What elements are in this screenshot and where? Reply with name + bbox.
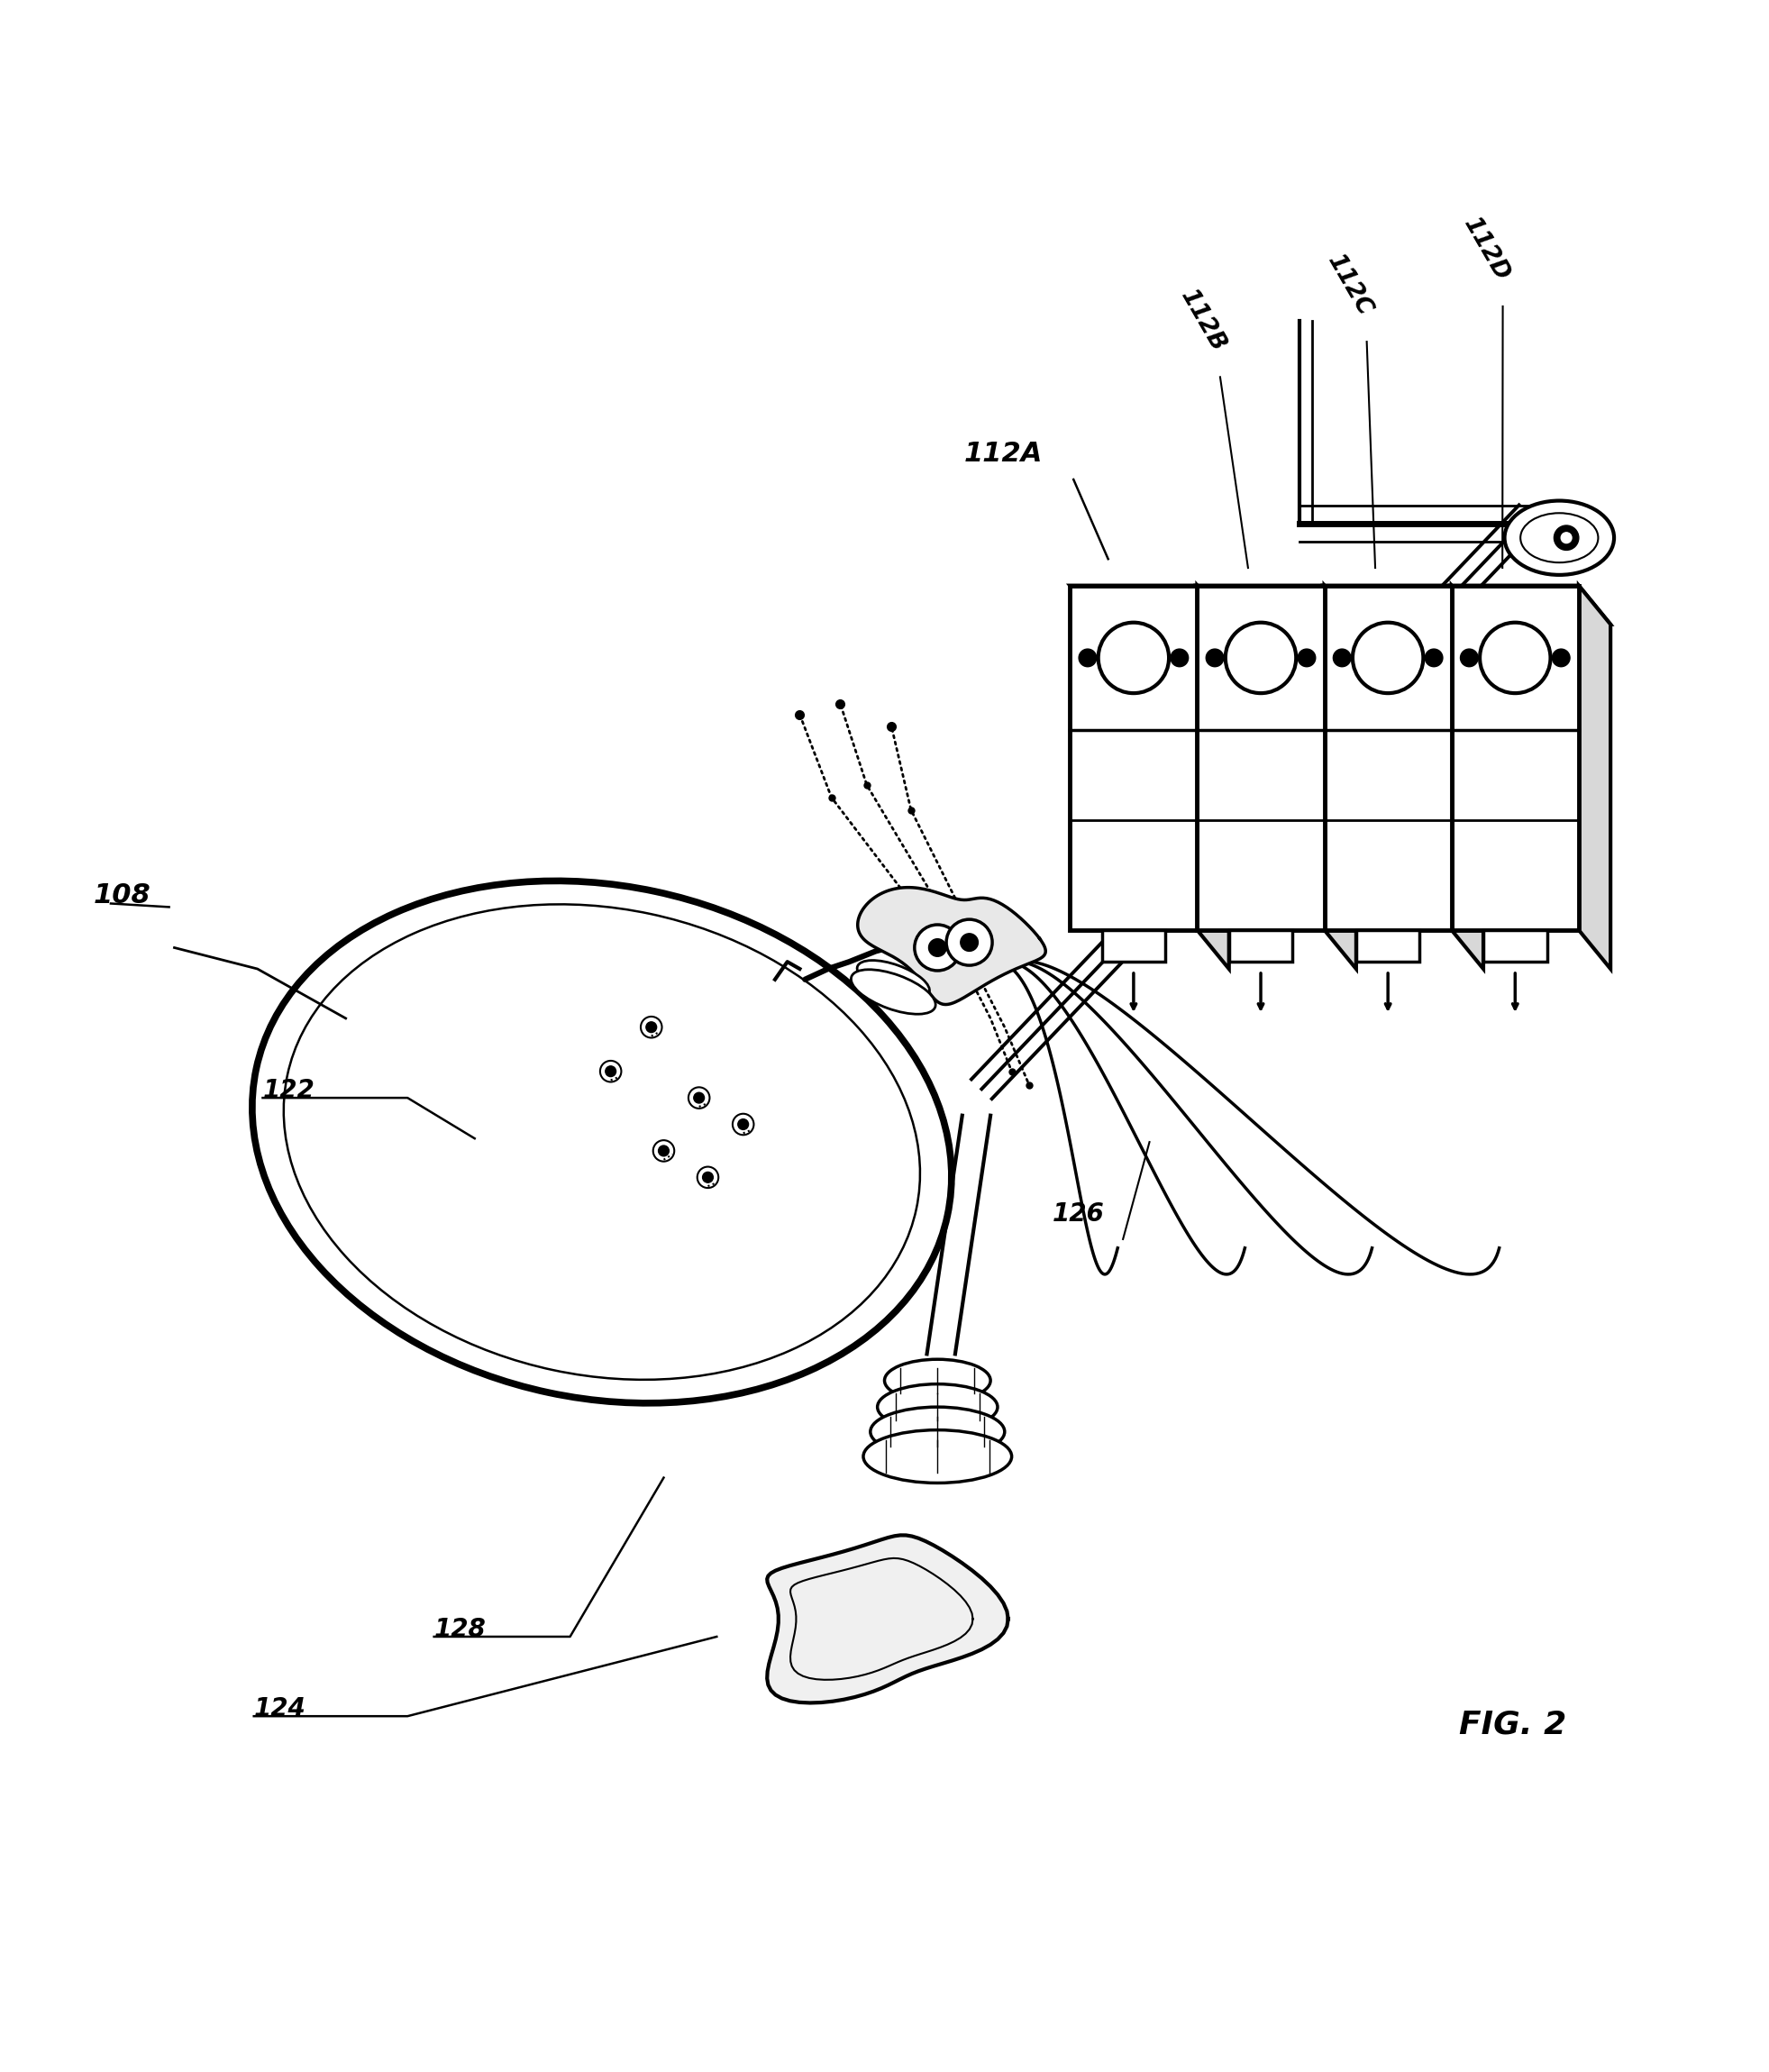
Circle shape <box>1298 649 1316 667</box>
Circle shape <box>605 1065 616 1077</box>
Polygon shape <box>1070 586 1229 624</box>
Text: 108: 108 <box>94 883 150 910</box>
Circle shape <box>1079 649 1097 667</box>
FancyBboxPatch shape <box>1484 930 1546 961</box>
Circle shape <box>738 1119 748 1129</box>
Text: 112B: 112B <box>1176 286 1229 356</box>
Circle shape <box>600 1061 621 1082</box>
Polygon shape <box>1452 586 1484 970</box>
Circle shape <box>961 934 978 951</box>
Circle shape <box>1171 649 1189 667</box>
Text: 124: 124 <box>255 1697 306 1722</box>
Polygon shape <box>1578 586 1610 970</box>
FancyBboxPatch shape <box>1325 586 1452 930</box>
Circle shape <box>658 1146 669 1156</box>
Circle shape <box>915 924 961 970</box>
Circle shape <box>1481 622 1550 694</box>
Ellipse shape <box>870 1407 1005 1457</box>
Ellipse shape <box>884 1359 991 1401</box>
Circle shape <box>1334 649 1352 667</box>
Text: 112A: 112A <box>964 441 1042 468</box>
Polygon shape <box>858 887 1045 1005</box>
Circle shape <box>1551 649 1569 667</box>
FancyBboxPatch shape <box>1357 930 1421 961</box>
Circle shape <box>1553 526 1578 551</box>
FancyBboxPatch shape <box>1229 930 1293 961</box>
Circle shape <box>1099 622 1169 694</box>
Circle shape <box>640 1017 662 1038</box>
Ellipse shape <box>1505 501 1613 574</box>
Ellipse shape <box>858 959 929 999</box>
Ellipse shape <box>877 1384 998 1430</box>
FancyBboxPatch shape <box>1452 586 1578 930</box>
Polygon shape <box>1198 586 1229 970</box>
Circle shape <box>1426 649 1444 667</box>
Circle shape <box>1206 649 1224 667</box>
Text: FIG. 2: FIG. 2 <box>1459 1709 1566 1740</box>
Text: 128: 128 <box>433 1616 486 1643</box>
Ellipse shape <box>851 970 936 1013</box>
Circle shape <box>1461 649 1479 667</box>
Polygon shape <box>1198 586 1357 624</box>
FancyBboxPatch shape <box>1198 586 1325 930</box>
Text: 122: 122 <box>262 1077 315 1102</box>
Ellipse shape <box>863 1430 1012 1484</box>
FancyBboxPatch shape <box>1070 586 1198 930</box>
Polygon shape <box>768 1535 1008 1703</box>
Circle shape <box>1226 622 1297 694</box>
Text: 126: 126 <box>1053 1202 1104 1227</box>
Ellipse shape <box>253 881 952 1403</box>
Circle shape <box>946 920 992 966</box>
Polygon shape <box>1325 586 1357 970</box>
Circle shape <box>929 939 946 957</box>
FancyBboxPatch shape <box>1102 930 1166 961</box>
Circle shape <box>697 1167 718 1187</box>
Circle shape <box>688 1088 709 1109</box>
Circle shape <box>1560 533 1571 543</box>
Circle shape <box>732 1115 754 1135</box>
Circle shape <box>1353 622 1424 694</box>
Polygon shape <box>1452 586 1610 624</box>
Circle shape <box>646 1021 656 1032</box>
Circle shape <box>653 1140 674 1162</box>
Text: 112C: 112C <box>1323 251 1376 321</box>
Circle shape <box>693 1092 704 1102</box>
Polygon shape <box>1325 586 1484 624</box>
Text: 112D: 112D <box>1459 213 1514 286</box>
Circle shape <box>702 1173 713 1183</box>
